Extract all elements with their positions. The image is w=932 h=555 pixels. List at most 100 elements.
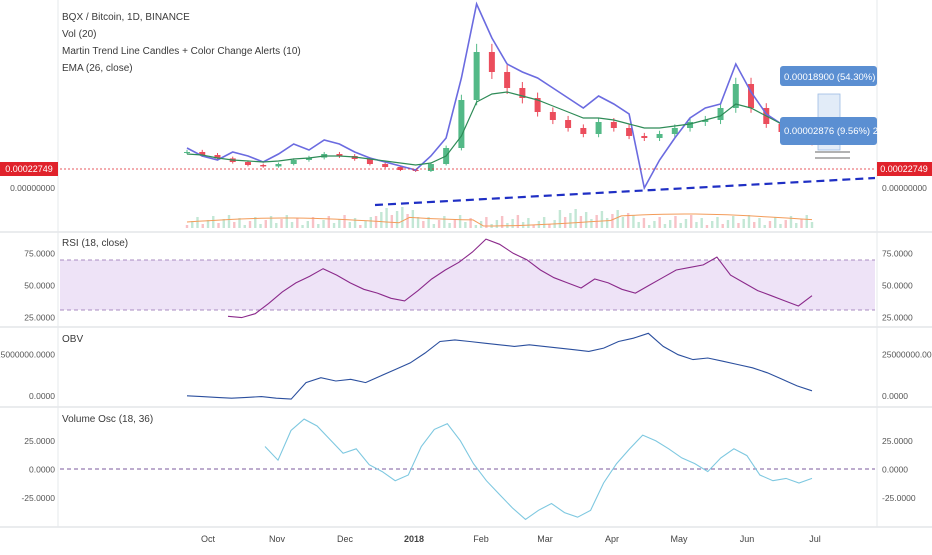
volume-bar	[590, 219, 593, 228]
volume-bar	[684, 219, 688, 228]
vosc-tick-left: 25.0000	[24, 436, 55, 446]
volume-bar	[254, 217, 257, 228]
volume-bar	[285, 215, 288, 228]
volume-bar	[422, 221, 425, 228]
rsi-line	[227, 238, 813, 319]
volume-bar	[196, 217, 199, 228]
volume-bar	[810, 222, 814, 228]
candle-body	[610, 122, 617, 128]
x-tick-label: Nov	[269, 534, 286, 544]
volume-bar	[658, 217, 661, 228]
x-tick-label: 2018	[404, 534, 424, 544]
volume-bar	[626, 213, 630, 228]
candle-body	[504, 72, 511, 88]
volume-bar	[716, 217, 719, 228]
volume-bar	[317, 224, 320, 228]
dashed-trend-line	[374, 176, 876, 207]
volume-bar	[259, 224, 262, 228]
volume-bar	[569, 213, 572, 228]
ema-line	[186, 91, 813, 166]
volume-bar	[532, 225, 535, 228]
volume-bar	[343, 215, 346, 228]
volume-bar	[485, 217, 488, 228]
volume-bar	[401, 207, 404, 228]
price-tag-left	[0, 162, 58, 176]
obv-tick-left: 0.0000	[29, 391, 55, 401]
candle-body	[534, 98, 541, 112]
volume-bar	[516, 215, 520, 228]
vosc-line	[264, 418, 813, 521]
volume-bar	[416, 217, 420, 228]
candle-body	[244, 162, 251, 165]
volume-bar	[443, 216, 446, 228]
candle-body	[717, 108, 724, 120]
volume-bar	[632, 215, 635, 228]
volume-bar	[311, 217, 315, 228]
candle-body	[199, 152, 206, 155]
volume-bar	[768, 221, 772, 228]
volume-bar	[800, 219, 803, 228]
x-tick-label: Dec	[337, 534, 354, 544]
candle-body	[641, 136, 648, 138]
volume-bar	[264, 220, 267, 228]
rsi-tick-right: 50.0000	[882, 280, 913, 290]
candle-body	[549, 112, 556, 120]
candle-body	[336, 154, 343, 156]
volume-bar	[637, 222, 640, 228]
volume-bar	[753, 222, 756, 228]
candle-body	[519, 88, 526, 98]
candle-body	[732, 84, 739, 108]
volume-bar	[653, 221, 656, 228]
volume-bar	[369, 217, 373, 228]
candle-body	[382, 164, 389, 167]
x-tick-label: Feb	[473, 534, 489, 544]
candle-body	[366, 159, 373, 164]
vosc-tick-left: 0.0000	[29, 464, 55, 474]
volume-bar	[290, 222, 294, 228]
volume-bar	[789, 216, 793, 228]
volume-bar	[737, 223, 740, 228]
volume-bar	[191, 221, 194, 228]
vosc-tick-right: -25.0000	[882, 493, 916, 503]
candle-body	[275, 164, 282, 167]
volume-bar	[269, 216, 273, 228]
rsi-tick-left: 75.0000	[24, 248, 55, 258]
measure-callout-large[interactable]	[780, 66, 877, 86]
volume-bar	[605, 218, 609, 228]
volume-bar	[511, 219, 514, 228]
volume-bar	[453, 219, 457, 228]
obv-line	[186, 332, 813, 400]
volume-ma-line	[186, 213, 813, 227]
volume-bar	[563, 217, 567, 228]
volume-bar	[458, 215, 462, 228]
martin-legend: Martin Trend Line Candles + Color Change…	[62, 46, 301, 57]
volume-bar	[437, 220, 441, 228]
vosc-legend: Volume Osc (18, 36)	[62, 414, 153, 425]
volume-bar	[690, 215, 693, 228]
candle-body	[397, 167, 404, 170]
rsi-tick-right: 75.0000	[882, 248, 913, 258]
volume-bar	[679, 223, 682, 228]
volume-bar	[732, 216, 735, 228]
measure-callout-small[interactable]	[780, 117, 877, 145]
rsi-legend: RSI (18, close)	[62, 238, 128, 249]
x-tick-label: Jul	[809, 534, 821, 544]
volume-bar	[668, 220, 672, 228]
x-tick-label: Apr	[605, 534, 619, 544]
volume-bar	[322, 220, 325, 228]
x-tick-label: May	[670, 534, 688, 544]
volume-bar	[674, 216, 677, 228]
volume-bar	[448, 223, 451, 228]
ema-legend: EMA (26, close)	[62, 63, 133, 74]
volume-bar	[364, 221, 367, 228]
candle-body	[260, 165, 267, 167]
volume-bar	[795, 223, 798, 228]
candle-body	[702, 120, 709, 122]
rsi-tick-left: 50.0000	[24, 280, 55, 290]
candle-body	[595, 122, 602, 134]
volume-bar	[558, 210, 562, 228]
volume-bar	[574, 209, 577, 228]
candle-body	[687, 122, 694, 128]
